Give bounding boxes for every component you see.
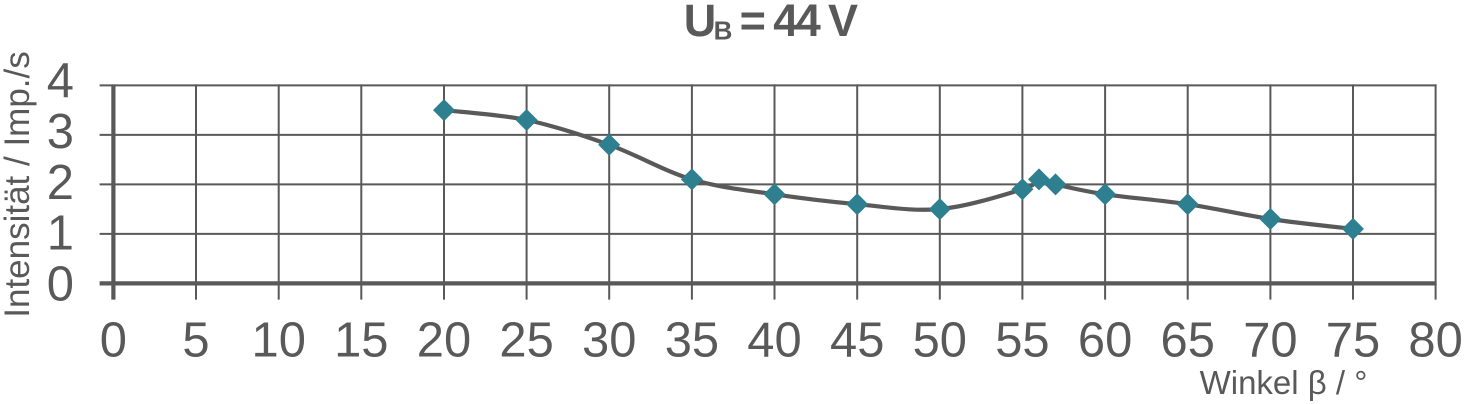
svg-text:2: 2 bbox=[47, 156, 74, 210]
svg-text:50: 50 bbox=[913, 314, 967, 368]
svg-text:Intensität / Imp./s: Intensität / Imp./s bbox=[0, 51, 37, 318]
svg-text:0: 0 bbox=[47, 257, 74, 311]
svg-text:75: 75 bbox=[1326, 314, 1380, 368]
svg-text:55: 55 bbox=[995, 314, 1049, 368]
svg-text:35: 35 bbox=[665, 314, 719, 368]
svg-text:25: 25 bbox=[499, 314, 553, 368]
svg-text:30: 30 bbox=[582, 314, 636, 368]
svg-text:60: 60 bbox=[1078, 314, 1132, 368]
svg-text:0: 0 bbox=[100, 314, 127, 368]
svg-text:UB = 44 V: UB = 44 V bbox=[684, 0, 858, 46]
svg-text:3: 3 bbox=[47, 105, 74, 159]
svg-text:1: 1 bbox=[47, 207, 74, 261]
svg-text:65: 65 bbox=[1161, 314, 1215, 368]
svg-text:10: 10 bbox=[252, 314, 306, 368]
svg-text:Winkel β / °: Winkel β / ° bbox=[1200, 364, 1368, 401]
svg-text:45: 45 bbox=[830, 314, 884, 368]
svg-text:80: 80 bbox=[1408, 314, 1462, 368]
svg-text:70: 70 bbox=[1243, 314, 1297, 368]
svg-text:40: 40 bbox=[747, 314, 801, 368]
svg-text:20: 20 bbox=[417, 314, 471, 368]
svg-text:4: 4 bbox=[47, 54, 74, 108]
svg-text:15: 15 bbox=[334, 314, 388, 368]
svg-text:5: 5 bbox=[182, 314, 209, 368]
